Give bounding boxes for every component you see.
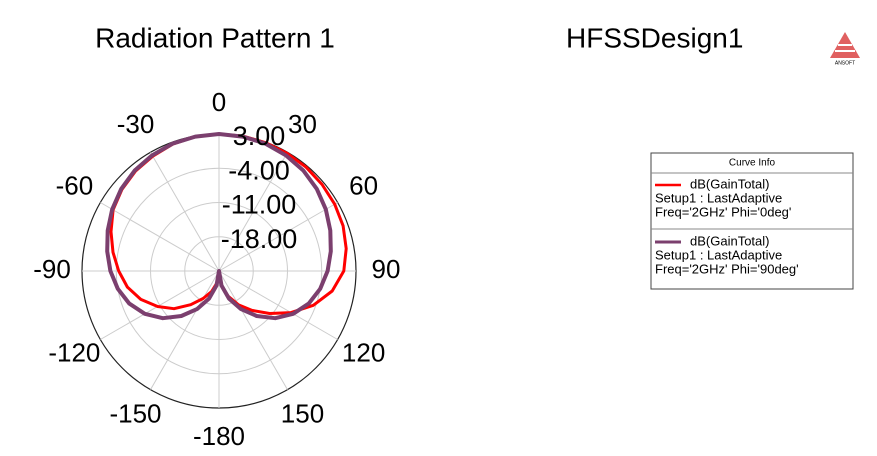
- legend-title: Curve Info: [729, 158, 776, 169]
- angle-label: -90: [33, 254, 71, 284]
- angle-label: -120: [48, 337, 100, 367]
- legend-condition: Freq='2GHz' Phi='0deg': [655, 204, 791, 219]
- logo: ANSOFT: [830, 32, 860, 66]
- angle-label: 60: [349, 170, 378, 200]
- grid-spoke: [218, 202, 338, 272]
- angle-label: 90: [372, 254, 401, 284]
- angle-label: -180: [193, 421, 245, 451]
- angle-label: -150: [109, 399, 161, 429]
- r-tick-label: -18.00: [221, 224, 298, 254]
- legend-label: dB(GainTotal): [690, 176, 769, 191]
- chart-title: Radiation Pattern 1: [95, 22, 335, 53]
- legend-setup: Setup1 : LastAdaptive: [655, 247, 782, 262]
- legend-condition: Freq='2GHz' Phi='90deg': [655, 261, 799, 276]
- r-tick-label: -11.00: [222, 190, 297, 220]
- legend-label: dB(GainTotal): [690, 233, 769, 248]
- legend-setup: Setup1 : LastAdaptive: [655, 190, 782, 205]
- design-name: HFSSDesign1: [566, 22, 743, 53]
- legend-box: [650, 152, 854, 290]
- r-tick-label: -4.00: [228, 155, 290, 185]
- grid-spoke: [100, 202, 220, 272]
- grid-spoke: [150, 152, 220, 272]
- grid-spoke: [218, 152, 288, 272]
- series-line: [105, 132, 333, 321]
- grid-spoke: [150, 270, 220, 390]
- r-tick-label: 3.00: [233, 121, 286, 151]
- grid-spoke: [218, 270, 288, 390]
- grid-spoke: [100, 270, 220, 340]
- angle-label: 30: [288, 109, 317, 139]
- angle-label: 0: [212, 87, 226, 117]
- angle-label: -30: [117, 109, 155, 139]
- angle-label: 120: [342, 337, 385, 367]
- logo-text: ANSOFT: [835, 60, 855, 66]
- angle-label: -60: [56, 170, 94, 200]
- angle-label: 150: [281, 399, 324, 429]
- grid-spoke: [218, 270, 338, 340]
